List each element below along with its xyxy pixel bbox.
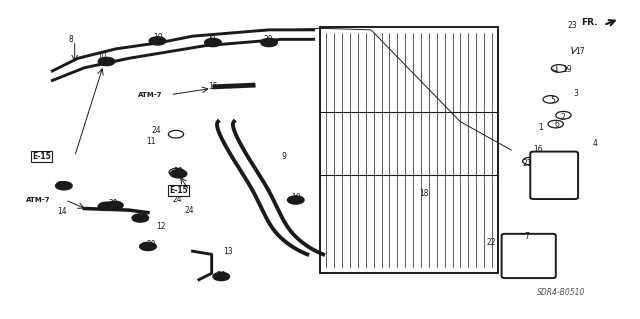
Text: E-15: E-15 (169, 186, 188, 195)
Text: 9: 9 (282, 152, 287, 161)
Text: 22: 22 (487, 238, 497, 247)
Circle shape (287, 196, 304, 204)
Text: 20: 20 (264, 35, 273, 44)
Text: 24: 24 (172, 195, 182, 204)
Text: 16: 16 (534, 145, 543, 154)
Text: 17: 17 (575, 47, 584, 56)
Text: 12: 12 (156, 222, 166, 231)
Text: 5: 5 (550, 96, 556, 105)
FancyBboxPatch shape (502, 234, 556, 278)
Text: 10: 10 (97, 52, 107, 61)
Text: 23: 23 (567, 21, 577, 30)
Text: 21: 21 (523, 159, 532, 168)
Text: SDR4-B0510: SDR4-B0510 (537, 288, 585, 297)
Text: FR.: FR. (580, 19, 597, 27)
Circle shape (170, 170, 187, 178)
Text: 11: 11 (147, 137, 156, 146)
Circle shape (99, 57, 115, 66)
Circle shape (260, 38, 277, 47)
Circle shape (132, 214, 148, 222)
Text: 20: 20 (207, 35, 216, 44)
Text: 1: 1 (538, 123, 543, 132)
FancyBboxPatch shape (531, 152, 578, 199)
Bar (320, 27, 499, 273)
Text: 20: 20 (147, 240, 156, 249)
Circle shape (149, 37, 166, 45)
Text: 7: 7 (524, 232, 529, 241)
Circle shape (140, 242, 156, 250)
Text: 2: 2 (561, 113, 566, 122)
Circle shape (213, 272, 230, 281)
Text: ATM-7: ATM-7 (138, 92, 163, 98)
Text: 20: 20 (217, 271, 227, 280)
Circle shape (99, 202, 115, 211)
Text: E-15: E-15 (32, 152, 51, 161)
Text: 6: 6 (554, 120, 559, 129)
Text: 13: 13 (223, 247, 233, 256)
Text: 14: 14 (58, 207, 67, 216)
Text: 18: 18 (419, 189, 428, 198)
Circle shape (106, 201, 123, 210)
Text: 10: 10 (153, 33, 163, 42)
Circle shape (205, 38, 221, 47)
Text: 19: 19 (562, 65, 572, 74)
Text: 20: 20 (138, 211, 148, 220)
Text: 10: 10 (173, 167, 183, 176)
Text: 20: 20 (58, 181, 67, 190)
Text: 10: 10 (291, 193, 301, 202)
Text: 24: 24 (151, 126, 161, 135)
Text: 15: 15 (209, 82, 218, 91)
Text: 24: 24 (185, 206, 195, 215)
Text: 3: 3 (573, 89, 579, 98)
Text: 4: 4 (593, 138, 598, 148)
Circle shape (56, 182, 72, 190)
Text: ATM-7: ATM-7 (26, 197, 50, 203)
Text: 20: 20 (108, 199, 118, 208)
Text: 8: 8 (68, 35, 73, 44)
